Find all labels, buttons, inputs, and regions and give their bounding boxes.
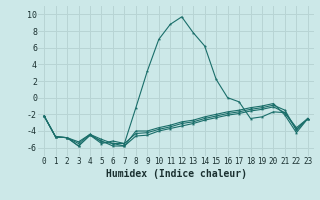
X-axis label: Humidex (Indice chaleur): Humidex (Indice chaleur) xyxy=(106,169,246,179)
